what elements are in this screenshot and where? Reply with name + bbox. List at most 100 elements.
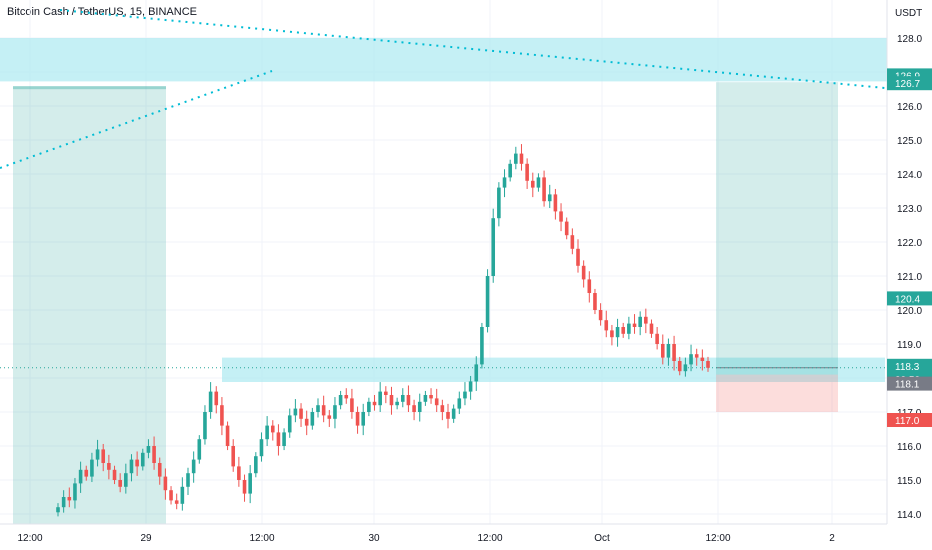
candle-body: [468, 381, 473, 392]
drawing-layer: [0, 9, 888, 524]
interval: 15: [129, 6, 142, 18]
price-badge-text-last-price: 118.3: [895, 362, 920, 373]
candle-body: [604, 320, 609, 331]
candle-body: [389, 395, 394, 406]
candle-body: [299, 408, 303, 419]
candle-body: [423, 395, 428, 402]
y-tick-label: 124.0: [897, 170, 922, 181]
candle-body: [367, 401, 371, 412]
candle-body: [78, 469, 83, 484]
candle-body: [61, 497, 66, 508]
candle-body: [73, 483, 77, 501]
candle-body: [152, 446, 156, 463]
candle-body: [338, 395, 343, 406]
candle-body: [372, 401, 377, 406]
candle-body: [118, 480, 122, 487]
candle-body: [378, 391, 382, 406]
candle-body: [180, 486, 185, 504]
x-tick-label: 12:00: [249, 533, 274, 544]
candle-body: [547, 194, 552, 202]
candle-body: [129, 459, 134, 474]
candle-body: [169, 490, 173, 501]
candle-body: [514, 153, 518, 164]
candles: [56, 144, 710, 517]
candle-body: [632, 323, 637, 327]
candle-body: [434, 398, 439, 406]
resistance-zone: [0, 38, 887, 82]
candle-body: [610, 330, 614, 338]
candle-body: [384, 391, 388, 395]
price-badge-text-entry: 118.1: [895, 380, 920, 391]
candle-body: [248, 473, 252, 494]
x-tick-label: 29: [140, 533, 152, 544]
price-badge-stop: [887, 413, 932, 427]
candle-body: [564, 221, 569, 236]
candle-body: [135, 459, 139, 467]
candle-body: [694, 354, 699, 358]
candle-body: [463, 391, 467, 399]
symbol-name: Bitcoin Cash / TetherUS: [7, 6, 124, 18]
x-tick-label: 2: [829, 533, 835, 544]
candle-body: [287, 415, 292, 433]
candle-body: [242, 480, 247, 494]
candle-body: [101, 449, 106, 463]
candle-body: [474, 364, 479, 382]
x-tick-label: Oct: [594, 533, 610, 544]
candle-body: [56, 507, 60, 513]
candle-body: [146, 446, 151, 453]
y-tick-label: 125.0: [897, 136, 922, 147]
y-tick-label: 119.0: [897, 340, 922, 351]
candle-body: [666, 344, 671, 358]
candle-body: [67, 497, 72, 501]
price-badge-text-stop: 117.0: [895, 416, 920, 427]
candle-body: [700, 357, 705, 361]
candle-body: [84, 469, 89, 477]
x-tick-label: 12:00: [17, 533, 42, 544]
candle-body: [502, 177, 507, 188]
y-tick-label: 115.0: [897, 476, 922, 487]
price-badge-text-zone-bottom: 126.7: [895, 79, 920, 90]
x-tick-label: 12:00: [477, 533, 502, 544]
long-position-left: [13, 86, 166, 524]
candle-body: [706, 361, 710, 368]
candle-body: [660, 344, 665, 358]
support-zone: [222, 357, 885, 382]
candle-body: [593, 293, 597, 310]
candle-body: [615, 327, 620, 338]
candle-body: [485, 276, 490, 327]
candle-body: [254, 456, 258, 474]
candle-body: [530, 180, 535, 188]
long-position-right-target: [716, 82, 838, 375]
candle-body: [355, 412, 360, 426]
y-tick-label: 126.0: [897, 102, 922, 113]
candle-body: [310, 412, 315, 426]
candle-body: [395, 401, 399, 406]
candle-body: [417, 401, 422, 412]
candle-body: [672, 344, 676, 361]
candle-body: [412, 405, 416, 412]
candle-body: [208, 391, 213, 412]
candle-body: [677, 361, 682, 372]
candle-body: [570, 235, 575, 249]
candle-body: [225, 425, 230, 446]
price-badge-entry: [887, 376, 932, 391]
exchange: BINANCE: [148, 6, 197, 18]
candle-body: [270, 425, 275, 433]
candle-body: [480, 327, 484, 365]
y-tick-label: 114.0: [897, 510, 922, 521]
candle-body: [220, 405, 224, 426]
candle-body: [90, 459, 94, 477]
candle-body: [304, 418, 309, 426]
candle-body: [400, 395, 405, 402]
chart-title: Bitcoin Cash / TetherUS, 15, BINANCE: [7, 6, 197, 18]
candle-body: [124, 473, 128, 487]
candle-body: [576, 248, 580, 266]
x-tick-label: 12:00: [705, 533, 730, 544]
candle-body: [186, 473, 190, 487]
candle-body: [559, 211, 563, 222]
candle-body: [163, 476, 168, 491]
candle-body: [638, 316, 642, 327]
y-tick-label: 128.0: [897, 34, 922, 45]
